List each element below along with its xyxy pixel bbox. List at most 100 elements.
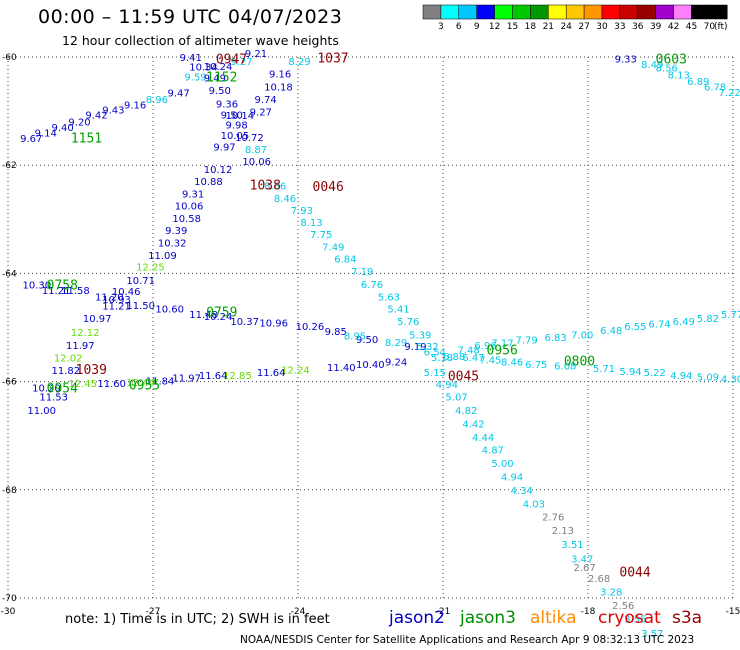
data-point-label: 10.40 [356, 360, 385, 371]
time-label: 0603 [656, 52, 687, 67]
y-tick-label: -62 [2, 161, 17, 171]
x-tick-label: -24 [291, 607, 306, 617]
data-point-label: 7.49 [322, 243, 344, 254]
data-point-label: 9.59 [184, 72, 206, 83]
data-point-label: 8.29 [288, 57, 310, 68]
legend-swatch [601, 4, 621, 20]
legend-swatch [619, 4, 639, 20]
data-point-label: 4.94 [501, 473, 523, 484]
time-label: 1151 [71, 131, 102, 146]
legend-value: 27 [578, 22, 590, 32]
data-point-label: 11.97 [172, 374, 201, 385]
data-point-label: 7.79 [516, 336, 538, 347]
data-point-label: 6.08 [554, 362, 576, 373]
data-point-label: 6.83 [545, 333, 567, 344]
data-point-label: 4.44 [472, 433, 494, 444]
x-tick-label: -18 [581, 607, 596, 617]
legend-swatch [512, 4, 531, 20]
legend-swatch [530, 4, 549, 20]
data-point-label: 6.74 [648, 320, 670, 331]
data-point-label: 5.15 [424, 368, 446, 379]
data-point-label: 8.13 [668, 71, 690, 82]
data-point-label: 11.82 [52, 366, 81, 377]
data-point-label: 11.40 [327, 363, 356, 374]
data-point-label: 10.18 [264, 83, 293, 94]
data-point-label: 9.24 [385, 357, 407, 368]
data-point-label: 7.93 [291, 206, 313, 217]
data-point-label: 9.16 [269, 70, 291, 81]
data-point-label: 6.84 [334, 255, 356, 266]
data-point-label: 10.58 [172, 214, 201, 225]
data-point-label: 9.98 [226, 120, 248, 131]
data-point-label: 9.50 [221, 111, 243, 122]
data-point-label: 9.50 [209, 86, 231, 97]
time-label: 0044 [619, 565, 650, 580]
data-point-label: 9.85 [325, 327, 347, 338]
legend-swatch [691, 4, 710, 20]
data-point-label: 5.94 [619, 367, 641, 378]
time-label: 0045 [448, 370, 479, 385]
data-point-label: 11.97 [66, 341, 95, 352]
data-point-label: 11.53 [39, 393, 68, 404]
legend-value: 30 [596, 22, 608, 32]
data-point-label: 5.39 [409, 330, 431, 341]
data-point-label: 7.45 [479, 356, 501, 367]
data-point-label: 9.97 [213, 143, 235, 154]
legend-value: 42 [667, 22, 680, 32]
data-point-label: 2.13 [552, 526, 574, 537]
data-point-label: 2.56 [612, 601, 634, 612]
legend-value: 12 [488, 22, 501, 32]
legend-value: 45 [685, 22, 698, 32]
legend-value: 39 [649, 22, 662, 32]
data-point-label: 10.12 [204, 165, 233, 176]
time-labels: 1151 0947 1037 1152 1038 0046 0758 0759 1039 0954… [47, 51, 687, 580]
grid-lines [7, 56, 734, 599]
data-point-label: 7.17 [491, 338, 513, 349]
data-point-label: 7.22 [719, 88, 740, 99]
data-point-label: 6.96 [474, 341, 496, 352]
data-point-label: 9.67 [20, 134, 42, 145]
legend-swatch [709, 4, 728, 20]
data-point-label: 8.95 [344, 331, 366, 342]
sat-jason3: jason3 [460, 608, 516, 628]
data-point-label: 6.48 [600, 326, 622, 337]
data-point-label: 6.55 [624, 322, 646, 333]
data-point-label: 10.14 [226, 111, 255, 122]
data-point-label: 9.33 [615, 54, 637, 65]
data-point-label: 10.30 [23, 281, 52, 292]
data-point-label: 6.76 [361, 280, 383, 291]
y-tick-label: -68 [2, 486, 17, 496]
data-point-label: 9.20 [68, 118, 90, 129]
time-label: 0046 [313, 180, 344, 195]
data-point-label: 8.46 [274, 194, 296, 205]
y-tick-label: -66 [2, 378, 17, 388]
legend-value: 6 [455, 22, 462, 32]
data-point-label: 5.22 [644, 368, 666, 379]
data-point-label: 11.20 [95, 292, 124, 303]
data-point-label: 7.19 [351, 267, 373, 278]
data-point-label: 12.12 [71, 328, 100, 339]
data-point-label: 5.18 [431, 353, 453, 364]
legend-swatch [673, 4, 692, 20]
data-point-label: 10.20 [32, 383, 61, 394]
data-point-label: 8.49 [641, 60, 663, 71]
data-point-label: 10.37 [230, 317, 259, 328]
data-point-label: 10.06 [242, 157, 271, 168]
y-tick-label: -60 [2, 53, 17, 63]
data-point-label: 9.36 [216, 99, 238, 110]
data-point-label: 6.78 [704, 83, 726, 94]
data-point-label: 8.46 [501, 357, 523, 368]
data-point-label: 11.64 [199, 371, 228, 382]
data-point-label: 10.71 [126, 276, 155, 287]
data-point-label: 4.87 [482, 446, 504, 457]
data-point-label: 11.48 [189, 310, 218, 321]
data-point-label: 5.09 [697, 373, 719, 384]
data-point-label: 6.54 [424, 348, 446, 359]
data-point-label: 8.29 [385, 338, 407, 349]
data-point-label: 9.49 [204, 73, 226, 84]
data-point-label: 12.24 [281, 365, 310, 376]
data-point-label: 9.50 [356, 335, 378, 346]
data-point-label: 3.55 [624, 614, 646, 625]
data-point-label: 9.21 [245, 49, 267, 60]
